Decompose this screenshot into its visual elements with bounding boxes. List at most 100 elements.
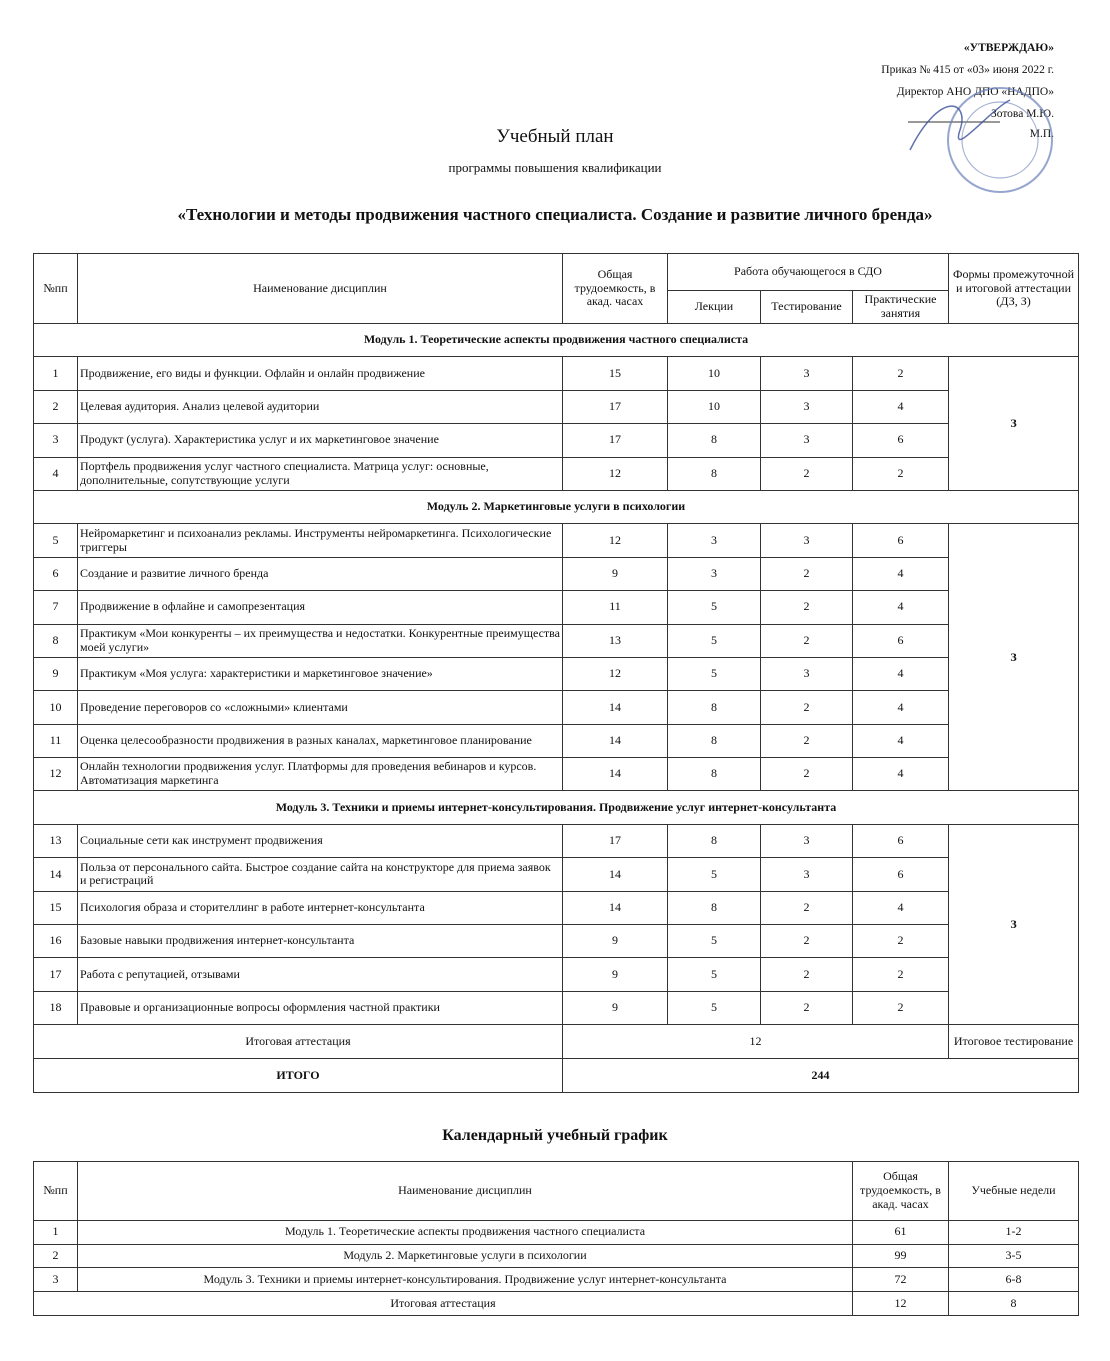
cell: 6 [33, 556, 78, 592]
cell: 4 [852, 590, 949, 625]
table-row: 14 Польза от персонального сайта. Быстрое… [33, 857, 1079, 892]
discipline-name: Создание и развитие личного бренда [77, 556, 563, 592]
cell: 8 [667, 757, 761, 792]
cell: 7 [33, 590, 78, 625]
cell: 10 [667, 356, 761, 391]
discipline-name: Практикум «Моя услуга: характеристики и … [77, 656, 563, 692]
cell: 9 [562, 957, 668, 992]
final-hours: 12 [562, 1024, 949, 1060]
final-hours: 12 [852, 1291, 949, 1316]
attestation-form: З [948, 523, 1079, 792]
cell: 17 [562, 423, 668, 458]
table-row: 18 Правовые и организационные вопросы офо… [33, 990, 1079, 1026]
discipline-name: Онлайн технологии продвижения услуг. Пла… [77, 757, 563, 792]
table-row: 2 Целевая аудитория. Анализ целевой аудит… [33, 389, 1079, 425]
cell: 8 [667, 890, 761, 926]
cell: 8 [667, 823, 761, 859]
attestation-form: З [948, 356, 1079, 491]
cell: 2 [760, 723, 853, 759]
table-row: №пп Наименование дисциплин Общая трудоемко… [33, 253, 1079, 324]
cell: 2 [33, 389, 78, 425]
module-title: Модуль 1. Теоретические аспекты продвиже… [33, 322, 1079, 358]
subheader-cell: Тестирование [760, 290, 853, 324]
table-row: Модуль 1. Теоретические аспекты продвиже… [33, 322, 1079, 358]
table-row: 3 Продукт (услуга). Характеристика услуг … [33, 423, 1079, 458]
discipline-name: Работа с репутацией, отзывами [77, 957, 563, 992]
cell: 12 [33, 757, 78, 792]
cell: 3 [33, 423, 78, 458]
cell: 6 [852, 623, 949, 658]
cell: 3 [760, 356, 853, 391]
cell: 5 [33, 523, 78, 558]
cell: 5 [667, 957, 761, 992]
discipline-name: Правовые и организационные вопросы оформ… [77, 990, 563, 1026]
table-row: Итоговая аттестация 12 Итоговое тестирован… [33, 1024, 1079, 1060]
final-label: Итоговая аттестация [33, 1024, 563, 1060]
cell: 14 [562, 690, 668, 725]
table-row: 2 Модуль 2. Маркетинговые услуги в психол… [33, 1243, 1079, 1269]
table-row: №пп Наименование дисциплин Общая трудоемко… [33, 1161, 1079, 1221]
table-row: 16 Базовые навыки продвижения интернет-ко… [33, 924, 1079, 959]
cell: 2 [760, 556, 853, 592]
cell: 3 [760, 389, 853, 425]
table-row: 7 Продвижение в офлайне и самопрезентация… [33, 590, 1079, 625]
doc-subtitle: программы повышения квалификации [448, 160, 662, 175]
cell: 15 [562, 356, 668, 391]
module-name: Модуль 3. Техники и приемы интернет-конс… [77, 1267, 853, 1293]
discipline-name: Социальные сети как инструмент продвижен… [77, 823, 563, 859]
cell: 12 [562, 523, 668, 558]
cell: 61 [852, 1220, 949, 1245]
subheader-cell: Лекции [667, 290, 761, 324]
discipline-name: Продвижение, его виды и функции. Офлайн … [77, 356, 563, 391]
cell: 14 [562, 757, 668, 792]
cell: 8 [667, 723, 761, 759]
cell: 17 [562, 823, 668, 859]
doc-title: Учебный план [496, 126, 614, 147]
cell: 2 [760, 957, 853, 992]
cell: 13 [562, 623, 668, 658]
cell: 10 [667, 389, 761, 425]
cell: 3 [760, 656, 853, 692]
table-row: 3 Модуль 3. Техники и приемы интернет-кон… [33, 1267, 1079, 1293]
header-cell: Формы промежуточной и итоговой аттестаци… [948, 253, 1079, 324]
table-row: 1 Модуль 1. Теоретические аспекты продвиж… [33, 1220, 1079, 1245]
cell: 2 [852, 356, 949, 391]
total-label: ИТОГО [33, 1058, 563, 1094]
attestation-form: З [948, 823, 1079, 1026]
cell: 16 [33, 924, 78, 959]
cell: 1 [33, 1220, 78, 1245]
cell: 4 [852, 389, 949, 425]
cell: 4 [33, 456, 78, 491]
final-form: Итоговое тестирование [948, 1024, 1079, 1060]
cell: 14 [562, 857, 668, 892]
cell: 2 [760, 990, 853, 1026]
approval-order: Приказ № 415 от «03» июня 2022 г. [881, 64, 1054, 76]
discipline-name: Целевая аудитория. Анализ целевой аудито… [77, 389, 563, 425]
table-row: 10 Проведение переговоров со «сложными» к… [33, 690, 1079, 725]
cell: 3 [760, 423, 853, 458]
header-cell: Учебные недели [948, 1161, 1079, 1221]
table-row: 5 Нейромаркетинг и психоанализ рекламы. И… [33, 523, 1079, 792]
stamp [908, 87, 1053, 193]
cell: 2 [33, 1243, 78, 1269]
cell: 2 [760, 623, 853, 658]
header-cell: Наименование дисциплин [77, 253, 563, 324]
cell: 14 [33, 857, 78, 892]
cell: 2 [852, 456, 949, 491]
approval-title: «УТВЕРЖДАЮ» [963, 42, 1054, 54]
table-row: 8 Практикум «Мои конкуренты – их преимуще… [33, 623, 1079, 658]
cell: 2 [852, 924, 949, 959]
discipline-name: Нейромаркетинг и психоанализ рекламы. Ин… [77, 523, 563, 558]
cell: 3 [760, 523, 853, 558]
cell: 9 [33, 656, 78, 692]
table-row: ИТОГО 244 [33, 1058, 1079, 1094]
cell: 4 [852, 556, 949, 592]
module-name: Модуль 1. Теоретические аспекты продвиже… [77, 1220, 853, 1245]
header-cell: №пп [33, 253, 78, 324]
cell: 11 [33, 723, 78, 759]
cell: 8 [33, 623, 78, 658]
plan-table: №пп Наименование дисциплин Общая трудоемко… [33, 253, 1079, 1094]
cell: 2 [852, 990, 949, 1026]
cell: 4 [852, 890, 949, 926]
